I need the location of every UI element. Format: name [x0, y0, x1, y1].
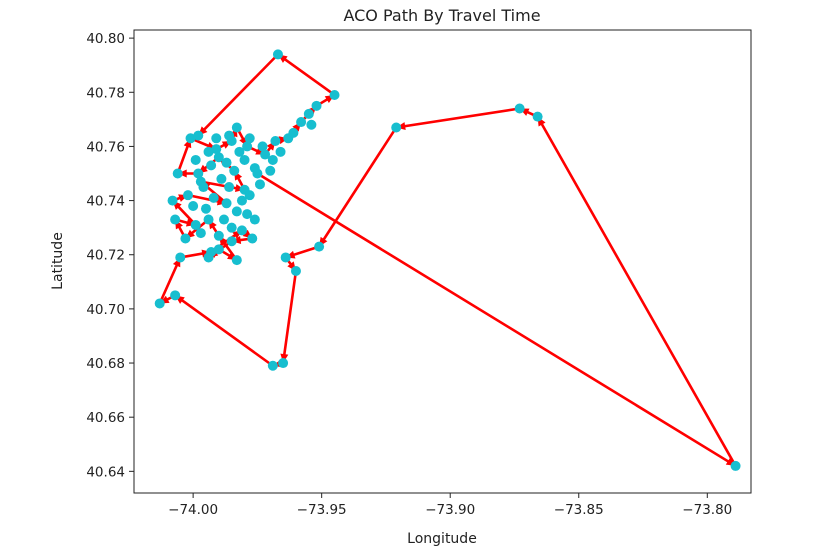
location-point [180, 233, 191, 244]
location-point [532, 111, 543, 122]
location-point [254, 179, 265, 190]
location-point [391, 122, 402, 133]
location-point [190, 219, 201, 230]
x-tick-label: −74.00 [168, 502, 218, 518]
location-point [303, 108, 314, 119]
location-point [203, 252, 214, 263]
x-axis-ticks: −74.00 −73.95 −73.90 −73.85 −73.80 [168, 493, 732, 518]
location-point [244, 133, 255, 144]
location-point [224, 130, 235, 141]
location-point [172, 168, 183, 179]
location-point [236, 225, 247, 236]
location-point [290, 265, 301, 276]
location-point [242, 141, 253, 152]
location-point [730, 460, 741, 471]
location-point [208, 192, 219, 203]
location-point [213, 244, 224, 255]
location-point [221, 157, 232, 168]
x-axis-label: Longitude [407, 531, 477, 547]
x-tick-label: −73.85 [554, 502, 604, 518]
y-tick-label: 40.68 [86, 356, 125, 372]
location-point [190, 154, 201, 165]
location-point [200, 203, 211, 214]
x-tick-label: −73.80 [682, 502, 732, 518]
location-point [203, 214, 214, 225]
location-point [239, 154, 250, 165]
x-tick-label: −73.95 [297, 502, 347, 518]
y-tick-label: 40.80 [86, 31, 125, 47]
location-point [231, 122, 242, 133]
y-tick-label: 40.78 [86, 85, 125, 101]
location-point [265, 165, 276, 176]
location-point [257, 141, 268, 152]
location-point [193, 130, 204, 141]
location-points [154, 49, 741, 471]
location-point [195, 228, 206, 239]
location-point [234, 146, 245, 157]
y-axis-ticks: 40.64 40.66 40.68 40.70 40.72 40.74 40.76 40.78… [86, 31, 134, 480]
location-point [270, 136, 281, 147]
location-point [216, 173, 227, 184]
location-point [193, 168, 204, 179]
y-axis-label: Latitude [50, 232, 66, 290]
chart-title: ACO Path By Travel Time [343, 6, 540, 25]
location-point [170, 214, 181, 225]
location-point [211, 133, 222, 144]
y-tick-label: 40.76 [86, 139, 125, 155]
location-point [311, 100, 322, 111]
location-point [231, 255, 242, 266]
location-point [267, 360, 278, 371]
location-point [226, 236, 237, 247]
location-point [224, 182, 235, 193]
location-point [244, 190, 255, 201]
location-point [514, 103, 525, 114]
location-point [272, 49, 283, 60]
location-point [218, 214, 229, 225]
location-point [154, 298, 165, 309]
location-point [329, 89, 340, 100]
location-point [221, 198, 232, 209]
location-point [242, 209, 253, 220]
location-point [185, 133, 196, 144]
location-point [182, 190, 193, 201]
location-point [167, 195, 178, 206]
location-point [226, 222, 237, 233]
y-tick-label: 40.64 [86, 464, 125, 480]
y-tick-label: 40.66 [86, 410, 125, 426]
location-point [198, 182, 209, 193]
location-point [278, 358, 289, 369]
location-point [267, 154, 278, 165]
location-point [206, 160, 217, 171]
location-point [260, 149, 271, 160]
location-point [275, 146, 286, 157]
location-point [170, 290, 181, 301]
location-point [213, 230, 224, 241]
location-point [249, 214, 260, 225]
x-tick-label: −73.90 [425, 502, 475, 518]
location-point [296, 117, 307, 128]
location-point [236, 195, 247, 206]
location-point [306, 119, 317, 130]
location-point [231, 206, 242, 217]
location-point [280, 252, 291, 263]
location-point [211, 144, 222, 155]
location-point [213, 152, 224, 163]
location-point [249, 163, 260, 174]
location-point [229, 165, 240, 176]
location-point [288, 127, 299, 138]
location-point [203, 146, 214, 157]
location-point [247, 233, 258, 244]
y-tick-label: 40.70 [86, 302, 125, 318]
location-point [314, 241, 325, 252]
location-point [188, 200, 199, 211]
plot-frame [133, 29, 752, 494]
location-point [175, 252, 186, 263]
y-tick-label: 40.72 [86, 248, 125, 264]
y-tick-label: 40.74 [86, 194, 125, 210]
